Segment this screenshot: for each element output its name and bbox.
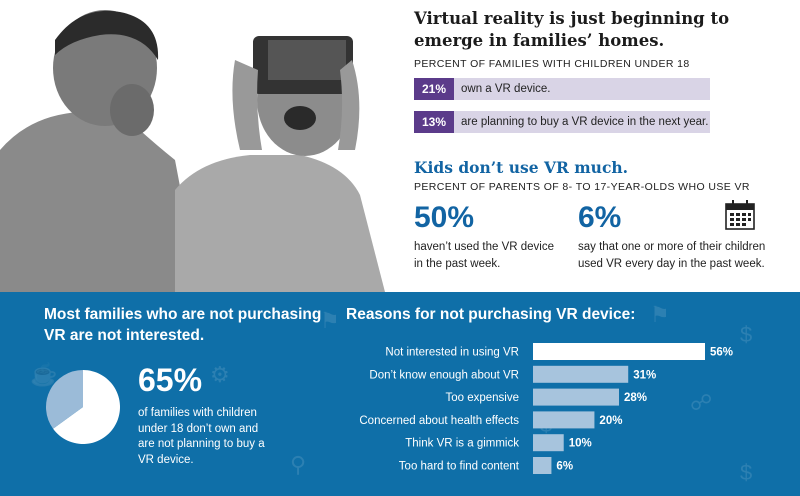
top-section: Virtual reality is just beginning to eme… bbox=[0, 0, 766, 292]
page-title: Virtual reality is just beginning to eme… bbox=[414, 9, 730, 50]
bar bbox=[533, 411, 595, 429]
bar-category-label: Too hard to find content bbox=[399, 461, 520, 473]
bar-category-label: Too expensive bbox=[445, 392, 519, 404]
bar-value-label: 10% bbox=[569, 438, 592, 450]
pie-percent: 65% bbox=[138, 362, 203, 398]
pie-description: of families with children under 18 don’t… bbox=[138, 407, 265, 466]
stat-own-text: own a VR device. bbox=[461, 83, 551, 95]
families-subtitle: PERCENT OF FAMILIES WITH CHILDREN UNDER … bbox=[414, 58, 690, 70]
decorative-icon: ⚙ bbox=[210, 362, 230, 387]
bar bbox=[533, 388, 619, 406]
stat-planning-text: are planning to buy a VR device in the n… bbox=[461, 116, 709, 128]
bottom-section: ☕ ⚙ ⚑ $ ⚑ $ ☍ $ ⚲ Most families who are … bbox=[0, 292, 800, 496]
reasons-bar-chart: Not interested in using VR 56% Don’t know … bbox=[359, 343, 733, 474]
bar-category-label: Think VR is a gimmick bbox=[405, 438, 519, 450]
kids-stat-6-text: say that one or more of their children u… bbox=[578, 241, 766, 270]
bar-value-label: 28% bbox=[624, 392, 647, 404]
photo-father-child-vr bbox=[0, 0, 400, 292]
stat-bar-planning: 13% are planning to buy a VR device in t… bbox=[414, 111, 710, 133]
bar-value-label: 20% bbox=[599, 415, 622, 427]
decorative-icon: $ bbox=[740, 460, 753, 485]
bar-value-label: 6% bbox=[556, 461, 573, 473]
reasons-title: Reasons for not purchasing VR device: bbox=[346, 306, 636, 323]
stat-planning-pct: 13% bbox=[414, 111, 454, 133]
decorative-icon: $ bbox=[740, 322, 753, 347]
bar-category-label: Don’t know enough about VR bbox=[369, 369, 519, 381]
bar bbox=[533, 343, 705, 360]
not-interested-title: Most families who are not purchasing VR … bbox=[44, 306, 322, 344]
pie-chart bbox=[45, 370, 120, 444]
decorative-icon: ☍ bbox=[690, 390, 713, 415]
calendar-icon bbox=[725, 200, 755, 230]
kids-subtitle: PERCENT OF PARENTS OF 8- TO 17-YEAR-OLDS… bbox=[414, 181, 750, 193]
kids-stat-6-pct: 6% bbox=[578, 201, 622, 234]
decorative-icon: ☕ bbox=[30, 362, 58, 387]
bar bbox=[533, 365, 629, 383]
bar-category-label: Concerned about health effects bbox=[359, 415, 519, 427]
kids-title: Kids don’t use VR much. bbox=[414, 158, 629, 177]
bar bbox=[533, 457, 552, 474]
decorative-icon: ⚑ bbox=[650, 302, 670, 327]
pie-slice bbox=[53, 370, 120, 444]
kids-stat-50-pct: 50% bbox=[414, 201, 475, 234]
decorative-icon: ⚲ bbox=[290, 452, 307, 477]
stat-bar-own: 21% own a VR device. bbox=[414, 78, 710, 100]
bar bbox=[533, 434, 564, 452]
bar-category-label: Not interested in using VR bbox=[385, 347, 519, 359]
decorative-icon: ⚑ bbox=[320, 308, 340, 333]
stat-own-pct: 21% bbox=[414, 78, 454, 100]
bar-value-label: 56% bbox=[710, 347, 733, 359]
pie-slice bbox=[45, 370, 83, 429]
kids-stat-50-text: haven’t used the VR device in the past w… bbox=[414, 241, 555, 270]
bar-value-label: 31% bbox=[633, 369, 656, 381]
